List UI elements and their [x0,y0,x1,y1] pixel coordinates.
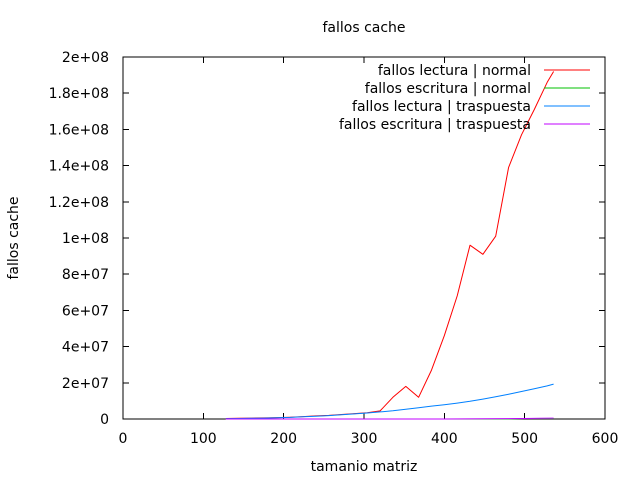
series-line-3 [225,383,554,420]
y-tick-label: 1.4e+08 [49,159,109,175]
legend-label: fallos lectura | traspuesta [352,99,531,115]
y-tick-label: 1.6e+08 [49,122,109,138]
legend-label: fallos escritura | normal [365,81,531,97]
x-tick-label: 200 [270,431,297,447]
y-axis-label: fallos cache [6,196,22,279]
y-tick-label: 2e+08 [62,50,109,66]
legend-label: fallos escritura | traspuesta [339,117,531,133]
x-tick-label: 300 [351,431,378,447]
y-tick-label: 6e+07 [62,303,109,319]
chart-title: fallos cache [322,20,405,36]
y-tick-label: 4e+07 [62,340,109,356]
x-tick-label: 500 [511,431,538,447]
y-tick-label: 2e+07 [62,376,109,392]
legend-label: fallos lectura | normal [378,63,531,79]
x-axis-label: tamanio matriz [311,459,418,475]
y-tick-label: 0 [100,412,109,428]
x-tick-label: 0 [119,431,128,447]
y-tick-label: 1.2e+08 [49,195,109,211]
series-line-4 [225,417,554,420]
y-tick-label: 8e+07 [62,267,109,283]
y-tick-label: 1.8e+08 [49,86,109,102]
x-tick-label: 100 [190,431,217,447]
x-tick-label: 600 [592,431,619,447]
x-tick-label: 400 [431,431,458,447]
y-tick-label: 1e+08 [62,231,109,247]
